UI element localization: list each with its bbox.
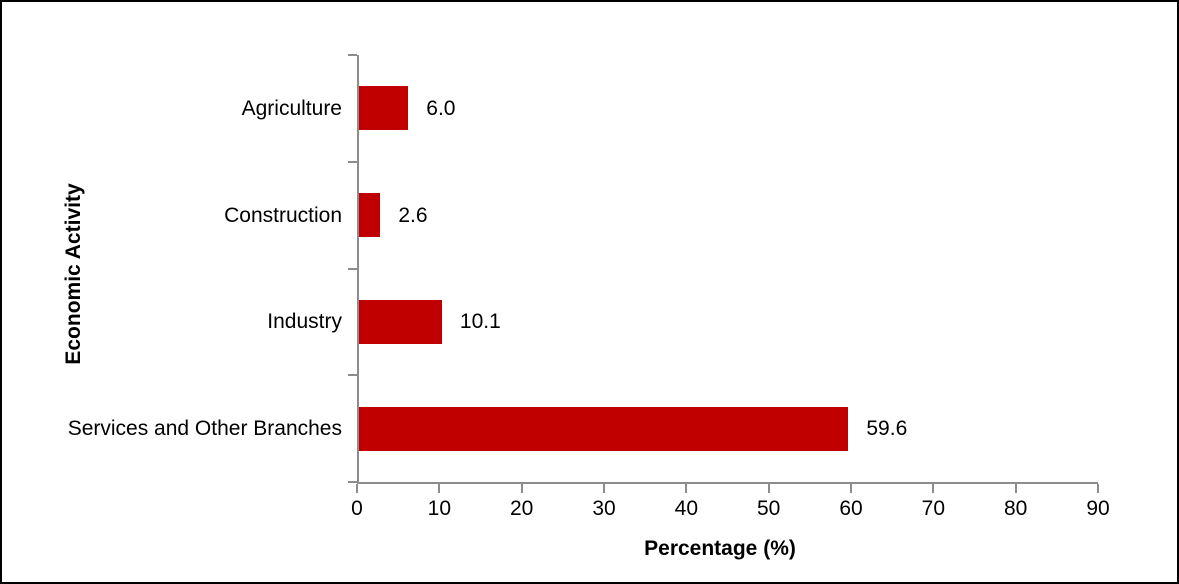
x-tick-label: 20 <box>509 497 534 520</box>
plot-area: Agriculture 6.0 Construction 2.6 Industr… <box>68 54 1098 484</box>
y-tick-mark <box>348 481 357 483</box>
category-label: Agriculture <box>241 96 342 120</box>
bar <box>359 299 442 344</box>
value-label: 10.1 <box>459 310 501 334</box>
category-label: Services and Other Branches <box>67 417 342 441</box>
category-label: Construction <box>224 203 342 227</box>
bar-row: Agriculture 6.0 <box>242 55 1098 162</box>
y-axis-title: Economic Activity <box>62 183 85 365</box>
value-label: 6.0 <box>426 96 456 120</box>
x-tick-mark <box>1014 484 1017 493</box>
x-tick-mark <box>850 484 852 493</box>
y-tick-mark <box>348 374 357 377</box>
x-tick-label: 80 <box>1003 497 1028 520</box>
x-tick-label: 10 <box>427 497 452 520</box>
x-tick-mark <box>356 484 358 493</box>
bar <box>359 193 381 238</box>
value-label: 59.6 <box>866 417 908 441</box>
x-tick-mark <box>932 484 935 493</box>
x-tick-mark <box>603 484 605 493</box>
bar-row: Industry 10.1 <box>267 269 1098 376</box>
bar-rows: Agriculture 6.0 Construction 2.6 Industr… <box>68 55 1098 482</box>
x-tick-label: 30 <box>592 497 616 520</box>
bar-row: Services and Other Branches 59.6 <box>68 375 1098 482</box>
x-tick-mark <box>1097 484 1099 493</box>
x-tick-mark <box>520 484 523 493</box>
bar <box>359 406 849 451</box>
x-tick-mark <box>767 484 770 493</box>
y-tick-mark <box>348 267 357 270</box>
x-tick-label: 70 <box>921 497 946 520</box>
category-label: Industry <box>267 310 342 334</box>
y-tick-mark <box>348 160 357 163</box>
x-tick-label: 0 <box>351 497 363 520</box>
x-tick-mark <box>685 484 688 493</box>
x-tick-label: 50 <box>756 497 781 520</box>
y-tick-mark <box>348 54 357 56</box>
bar-row: Construction 2.6 <box>224 162 1098 269</box>
bar <box>359 86 409 131</box>
x-tick-label: 40 <box>674 497 699 520</box>
x-tick-label: 90 <box>1086 497 1110 520</box>
x-axis-title: Percentage (%) <box>644 537 796 560</box>
x-tick-mark <box>438 484 441 493</box>
x-axis-ticks: 0 10 20 30 40 50 60 70 80 90 <box>351 484 1110 530</box>
value-label: 2.6 <box>398 203 428 227</box>
x-tick-label: 60 <box>839 497 863 520</box>
